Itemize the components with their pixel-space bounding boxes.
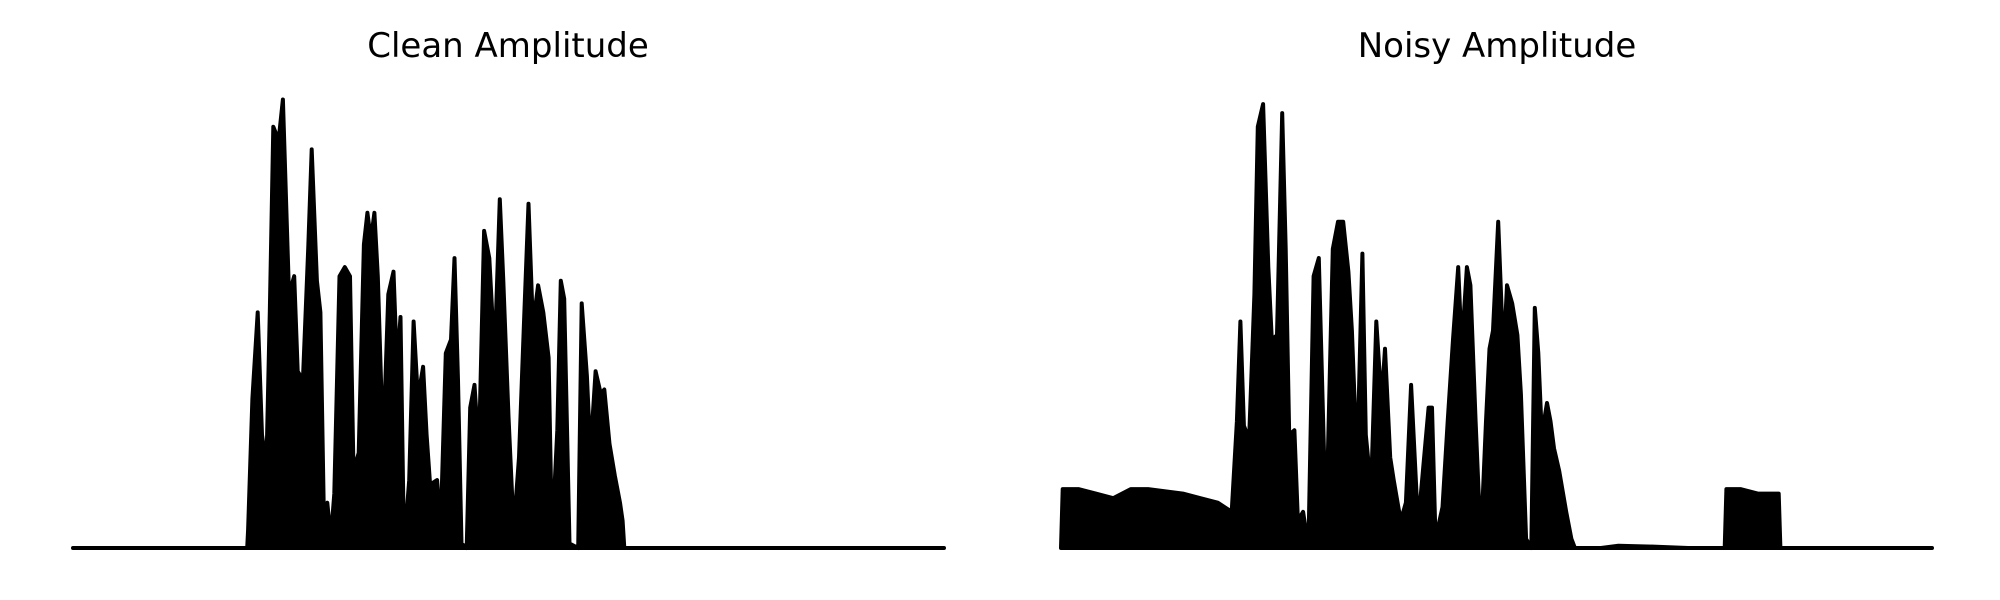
noisy-amplitude-area [1059, 102, 1934, 550]
clean-amplitude-title: Clean Amplitude [367, 26, 649, 66]
noisy-amplitude-panel: Noisy Amplitude [1059, 26, 1934, 550]
clean-amplitude-area [71, 97, 946, 550]
noisy-amplitude-title: Noisy Amplitude [1358, 26, 1637, 66]
clean-amplitude-panel: Clean Amplitude [71, 26, 946, 550]
